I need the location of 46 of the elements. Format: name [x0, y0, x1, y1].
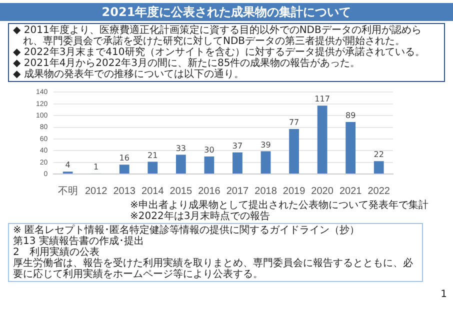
x-tick-label: 2022	[368, 186, 390, 197]
bar	[204, 156, 214, 174]
data-label: 117	[314, 94, 330, 104]
x-tick-label: 2019	[282, 186, 306, 197]
x-tick-label: 2012	[84, 186, 108, 197]
x-tick-label: 2017	[226, 186, 250, 197]
data-label: 22	[374, 150, 384, 160]
text: ※2022年は3月末時点での報告	[130, 211, 272, 222]
text: 第13 実績報告書の作成･提出	[13, 236, 145, 247]
data-label: 30	[204, 146, 214, 155]
text: ◆ 2022年3月末まで410研究（オンサイトを含む）に対するデータ提供が承諾されている。	[13, 47, 426, 58]
bar	[148, 162, 158, 174]
bar	[176, 154, 186, 174]
chart-title: 2021年度に公表された成果物の集計について	[0, 3, 453, 21]
data-label: 21	[148, 150, 158, 160]
text: ※ 匿名レセプト情報･匿名特定健診等情報の提供に関するガイドライン（抄）	[13, 225, 361, 236]
bar	[232, 152, 242, 174]
data-label: 33	[176, 144, 186, 153]
bar	[346, 122, 356, 174]
text: ◆ 2021年4月から2022年3月の間に、新たに85件の成果物の報告があった。	[13, 58, 362, 69]
data-label: 16	[119, 154, 130, 163]
data-label: 77	[288, 118, 300, 128]
bar	[260, 151, 271, 174]
x-tick-label: 2013	[113, 186, 136, 197]
x-tick-label: 不明	[58, 186, 78, 197]
x-tick-label: 2016	[198, 186, 221, 197]
x-tick-label: 2021	[339, 186, 362, 197]
data-label: 1	[94, 162, 99, 172]
data-label: 39	[260, 140, 271, 150]
bar	[289, 129, 299, 174]
text: ◆ 2011年度より、医療費適正化計画策定に資する目的以外でのNDBデータの利用が認められ、専門委員会で承諾を受けた研究に対してNDBデータの第三者提供が開始された。	[13, 25, 422, 47]
bar	[374, 161, 384, 174]
data-label: 89	[345, 111, 356, 120]
text: 1	[440, 289, 447, 300]
bar	[119, 164, 130, 174]
text: 厚生労働省は、報告を受けた利用実績を取りまとめ、専門委員会に報告するとともに、必要に応じて利用実績をホームページ等により公表する。	[13, 258, 414, 280]
text: ※申出者より成果物として提出された公表物について発表年で集計	[130, 200, 430, 211]
text: 2 利用実績の公表	[13, 247, 100, 258]
x-tick-label: 2014	[142, 186, 164, 197]
x-tick-label: 2020	[311, 186, 334, 197]
bar	[317, 106, 328, 174]
x-tick-label: 2018	[254, 186, 278, 197]
data-label: 4	[65, 160, 70, 170]
data-label: 37	[232, 141, 243, 150]
text: ◆ 成果物の発表年での推移については以下の通り。	[13, 69, 245, 80]
x-tick-label: 2015	[170, 186, 192, 197]
